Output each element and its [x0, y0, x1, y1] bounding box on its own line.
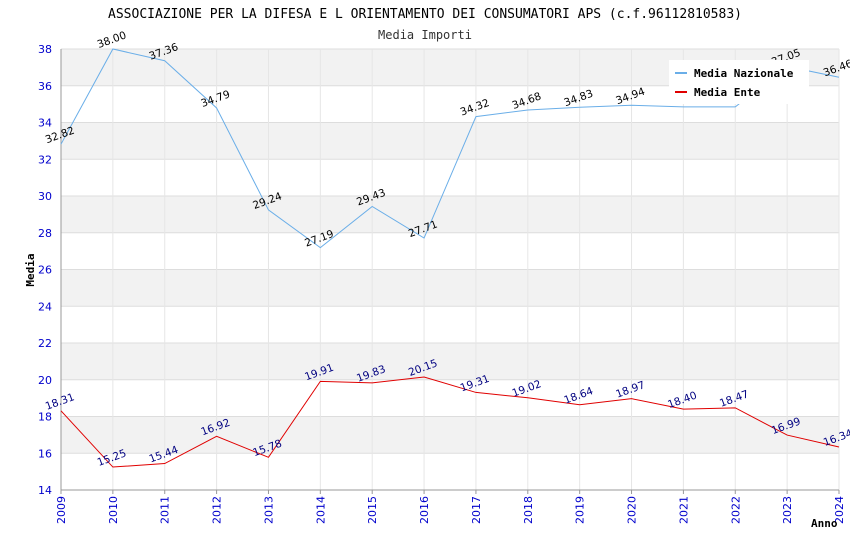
x-tick-label: 2023 [781, 496, 794, 524]
y-tick-label: 26 [38, 264, 52, 277]
x-tick-label: 2019 [574, 496, 587, 524]
x-tick-label: 2011 [159, 496, 172, 524]
y-tick-label: 24 [38, 300, 52, 313]
grid-band [61, 269, 839, 307]
y-tick-label: 22 [38, 337, 52, 350]
y-tick-label: 16 [38, 447, 52, 460]
x-tick-label: 2016 [418, 496, 431, 524]
series-line-1 [60, 376, 840, 468]
grid-band [61, 416, 839, 454]
y-tick-label: 20 [38, 374, 52, 387]
legend-entry: Media Nazionale [694, 67, 794, 80]
chart-subtitle: Media Importi [378, 28, 472, 42]
series-line-0 [60, 48, 840, 249]
series-lines [60, 48, 840, 468]
x-tick-label: 2012 [211, 496, 224, 524]
x-tick-label: 2018 [522, 496, 535, 524]
legend-box [669, 60, 809, 104]
y-tick-label: 38 [38, 43, 52, 56]
y-tick-label: 32 [38, 153, 52, 166]
x-tick-label: 2020 [626, 496, 639, 524]
grid-band [61, 343, 839, 380]
legend-entry: Media Ente [694, 86, 761, 99]
x-axis-label: Anno [811, 517, 838, 530]
y-tick-label: 18 [38, 411, 52, 424]
x-tick-label: 2024 [833, 496, 846, 524]
grid-band [61, 232, 839, 270]
grid-bands [61, 49, 839, 490]
x-tick-label: 2017 [470, 496, 483, 524]
x-tick-label: 2014 [314, 496, 327, 524]
y-tick-label: 28 [38, 227, 52, 240]
grid-band [61, 306, 839, 343]
x-tick-label: 2010 [107, 496, 120, 524]
grid-lines [60, 48, 840, 491]
grid-band [61, 122, 839, 160]
y-tick-label: 34 [38, 117, 52, 130]
y-tick-label: 36 [38, 80, 52, 93]
x-tick-label: 2021 [677, 496, 690, 524]
x-tick-label: 2009 [55, 496, 68, 524]
y-axis-label: Media [24, 253, 37, 286]
legend: Media Nazionale Media Ente [669, 60, 809, 104]
grid-band [61, 453, 839, 490]
x-tick-label: 2015 [366, 496, 379, 524]
grid-band [61, 379, 839, 417]
y-tick-label: 30 [38, 190, 52, 203]
x-tick-label: 2022 [729, 496, 742, 524]
x-tick-label: 2013 [262, 496, 275, 524]
data-label: 38.00 [96, 29, 128, 51]
y-tick-label: 14 [38, 484, 52, 497]
grid-band [61, 196, 839, 233]
chart-title: ASSOCIAZIONE PER LA DIFESA E L ORIENTAME… [108, 7, 742, 22]
